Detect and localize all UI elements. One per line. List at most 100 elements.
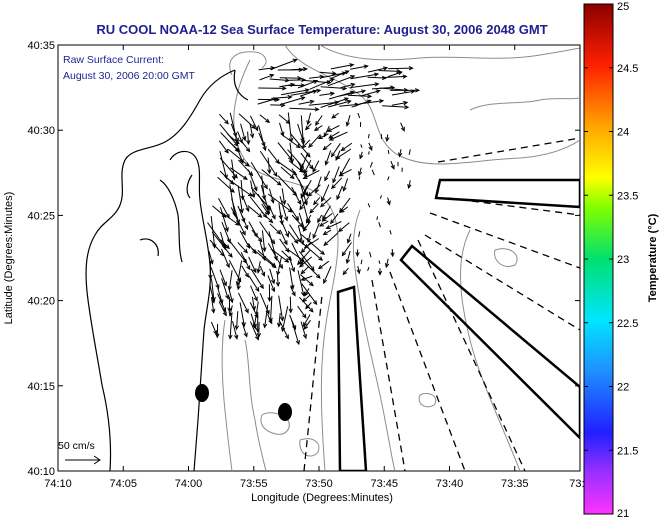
current-vector <box>368 151 370 155</box>
current-vector <box>268 205 276 220</box>
current-vector <box>313 197 321 206</box>
current-vector <box>369 161 373 168</box>
current-vector <box>335 148 352 160</box>
current-vector <box>211 297 216 314</box>
current-vector <box>304 123 312 131</box>
current-vector <box>377 268 383 276</box>
current-vector <box>322 142 332 151</box>
current-vector <box>312 222 320 240</box>
current-vector <box>261 230 267 253</box>
x-tick-label: 74:00 <box>175 478 203 490</box>
current-vector <box>313 125 323 132</box>
current-vector <box>386 197 391 206</box>
current-vector <box>261 211 274 224</box>
current-vector <box>267 193 293 213</box>
current-vector <box>305 214 312 224</box>
current-vector <box>220 239 230 250</box>
map-title: RU COOL NOAA-12 Sea Surface Temperature:… <box>96 22 547 37</box>
current-vector <box>210 267 220 290</box>
current-vector <box>208 261 213 280</box>
current-vector <box>387 71 403 78</box>
current-vector <box>332 166 340 184</box>
current-vector <box>309 203 319 214</box>
current-vector <box>312 160 320 173</box>
colorbar-tick-label: 21 <box>617 508 629 518</box>
current-vector <box>276 256 282 276</box>
current-vector <box>358 176 361 180</box>
current-vector <box>315 115 323 126</box>
current-vector <box>358 167 363 177</box>
current-vector <box>299 89 318 97</box>
mooring-marker-2 <box>278 403 292 421</box>
current-vector <box>323 266 332 285</box>
current-vector <box>291 319 300 346</box>
current-vector <box>227 133 240 145</box>
current-vector <box>398 149 403 158</box>
current-vector <box>219 269 227 287</box>
current-vector <box>279 238 290 253</box>
current-vector <box>297 270 306 297</box>
colorbar-tick-label: 23 <box>617 254 629 266</box>
current-vector <box>330 177 343 190</box>
current-vector <box>350 72 380 80</box>
current-vector <box>249 115 259 132</box>
current-vector <box>355 249 360 258</box>
colorbar-label: Temperature (°C) <box>647 213 659 302</box>
current-vector <box>368 142 373 152</box>
current-vector <box>302 179 312 197</box>
current-vector <box>390 248 395 258</box>
survey-strip-diagonal <box>399 244 580 440</box>
current-vector <box>250 161 268 190</box>
current-vector <box>321 213 333 222</box>
current-vector <box>330 143 341 158</box>
x-tick-label: 73:50 <box>305 478 333 490</box>
current-vector <box>308 134 321 148</box>
current-vector <box>390 160 395 170</box>
current-vector <box>309 78 335 90</box>
colorbar-tick-label: 25 <box>617 1 629 13</box>
annotation-line-1: Raw Surface Current: <box>63 54 164 66</box>
current-vector <box>267 148 280 165</box>
current-vector <box>331 112 339 119</box>
current-vector <box>250 285 258 302</box>
current-vector <box>232 320 239 340</box>
current-vector <box>342 178 349 192</box>
mooring-marker-1 <box>195 384 209 402</box>
current-vector <box>321 184 330 203</box>
current-vector <box>325 221 342 229</box>
current-vector <box>297 305 307 319</box>
y-tick-label: 40:10 <box>27 466 55 478</box>
current-vector <box>238 151 244 164</box>
current-vector <box>298 296 314 313</box>
current-vector <box>350 64 369 70</box>
current-vector <box>309 74 325 80</box>
x-tick-label: 73:55 <box>240 478 268 490</box>
current-vector <box>322 229 332 236</box>
current-vector <box>230 207 246 236</box>
current-vector <box>246 131 251 146</box>
current-vector <box>281 88 310 96</box>
current-vector <box>319 71 337 76</box>
current-vector <box>338 168 352 177</box>
current-vector <box>240 140 251 153</box>
current-vector <box>322 205 331 221</box>
colorbar-tick-label: 22.5 <box>617 318 638 330</box>
y-tick-label: 40:15 <box>27 381 55 393</box>
current-vector <box>340 142 353 152</box>
current-vector <box>350 82 380 89</box>
current-vector <box>269 268 276 285</box>
survey-strip-south <box>336 285 368 471</box>
current-vector <box>400 122 405 132</box>
current-vector <box>298 99 315 105</box>
current-vector <box>279 75 303 81</box>
current-vector <box>210 321 218 336</box>
current-vector <box>371 169 375 176</box>
current-vector <box>328 131 348 141</box>
current-vector <box>345 115 351 127</box>
current-vector <box>218 113 229 125</box>
current-vector <box>324 170 331 182</box>
current-vector <box>302 314 311 328</box>
current-vector <box>391 100 409 106</box>
current-vector <box>237 292 249 314</box>
current-vector <box>257 249 277 268</box>
